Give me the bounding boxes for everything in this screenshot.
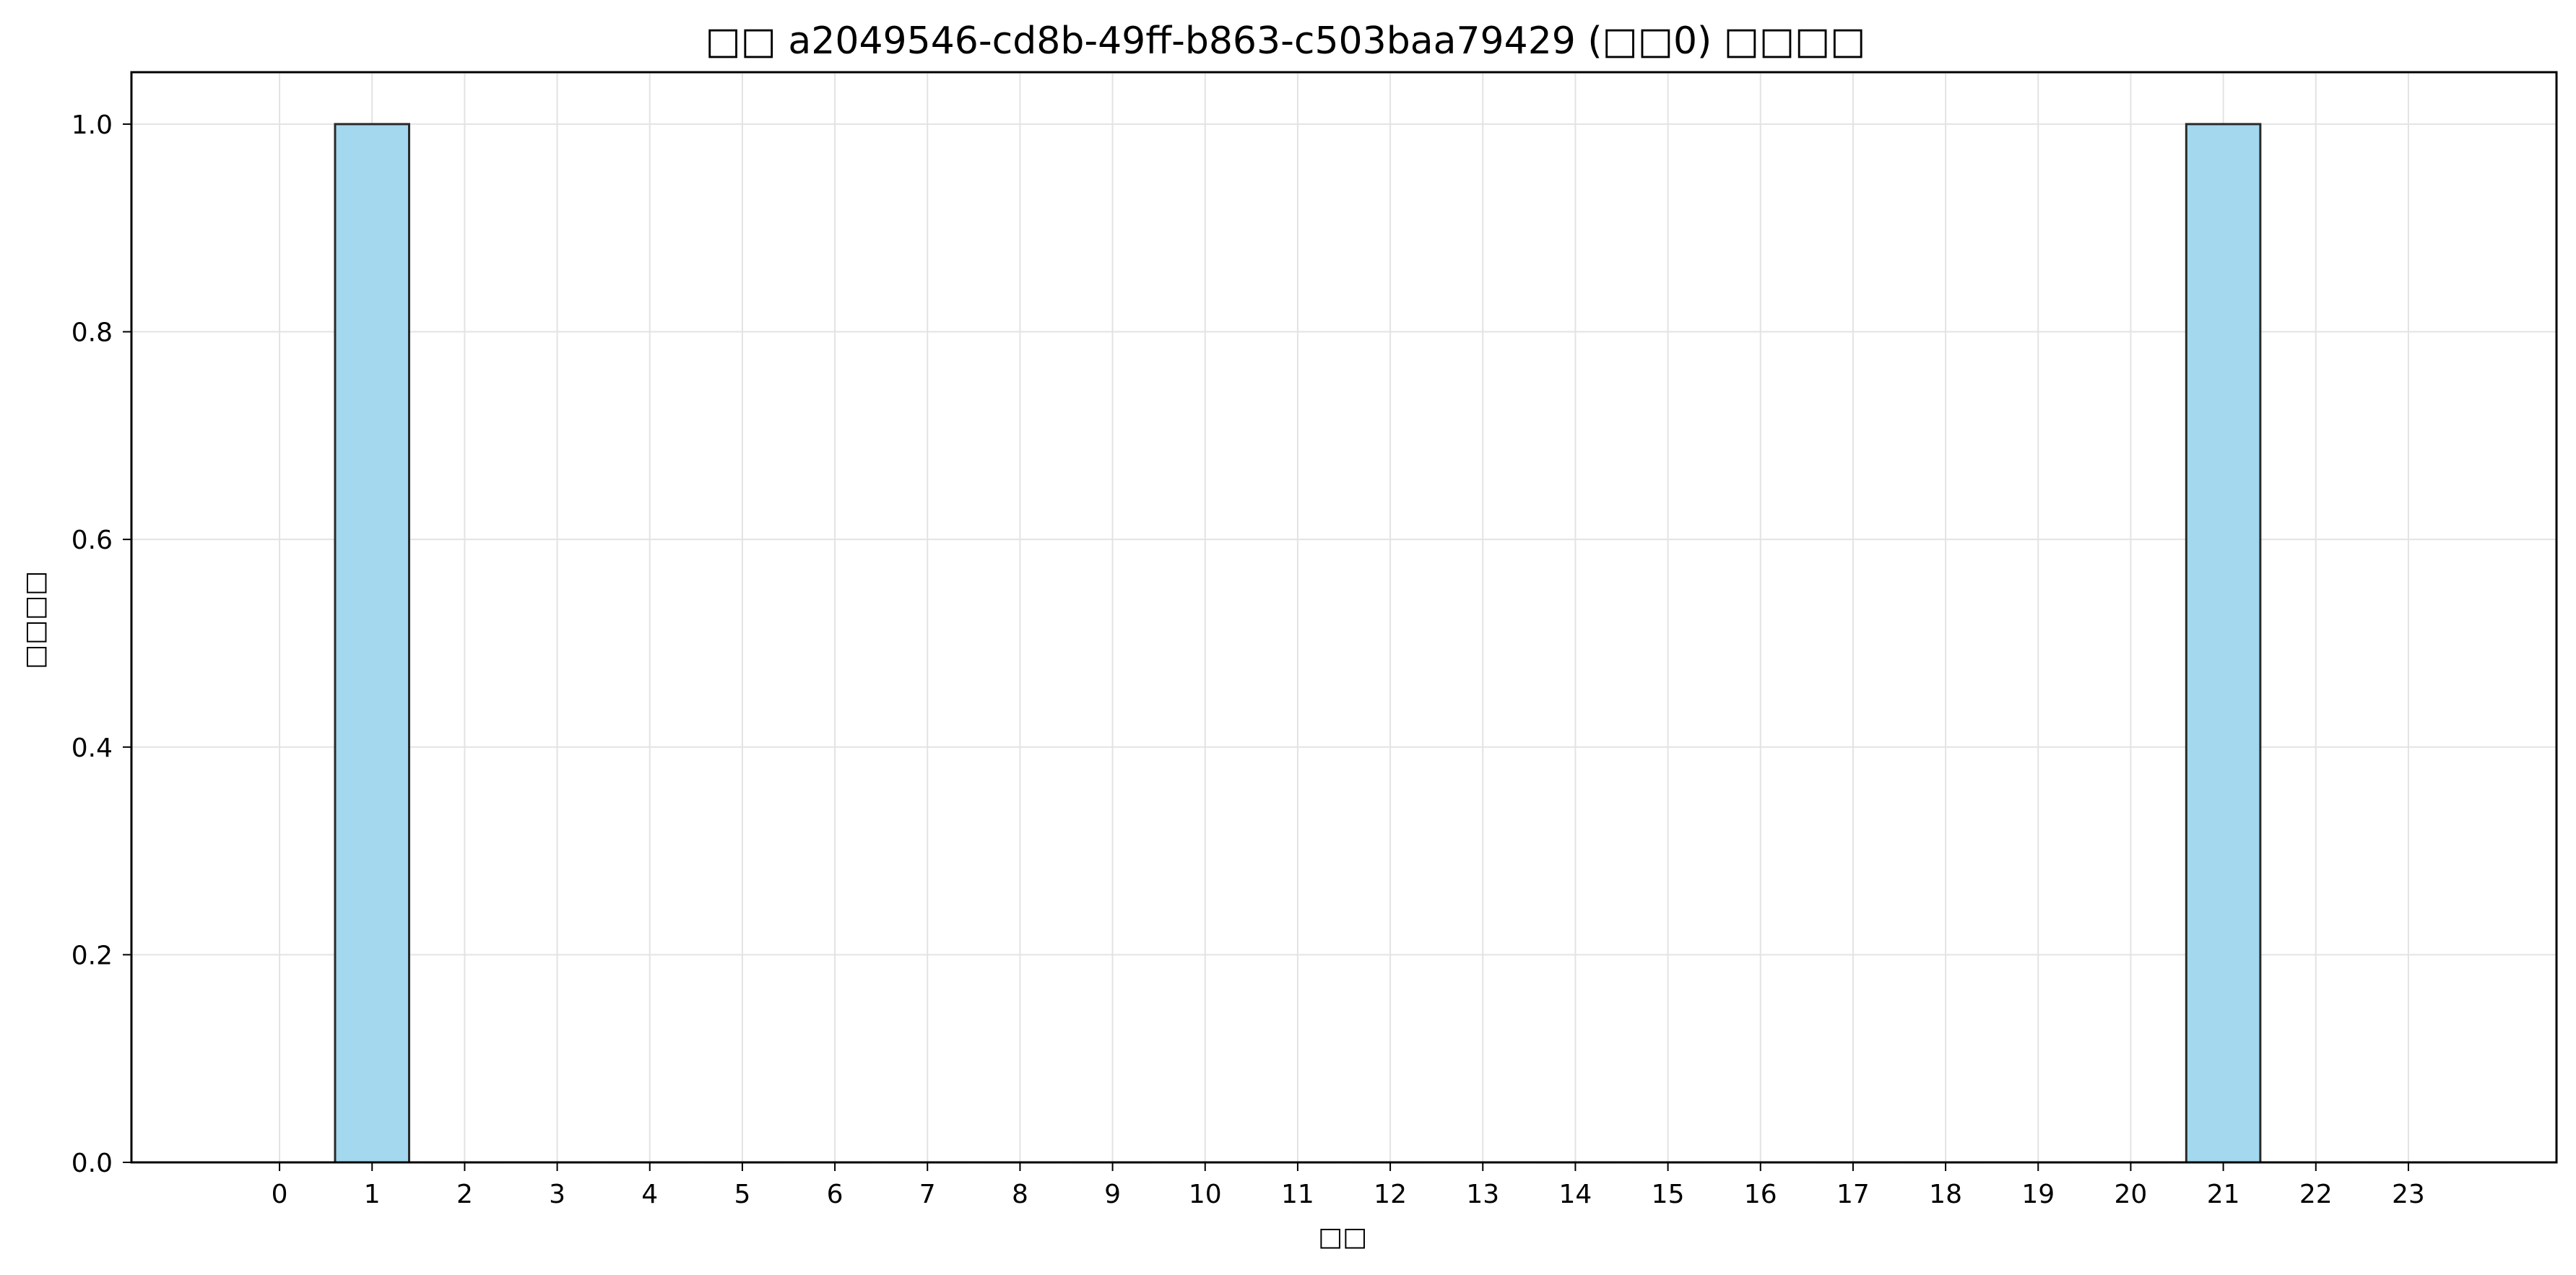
x-tick-label: 23 [2392,1180,2425,1209]
x-tick-label: 7 [919,1180,936,1209]
plot-frame [130,71,2558,1164]
x-tick-label: 22 [2299,1180,2333,1209]
x-tick-label: 21 [2207,1180,2240,1209]
y-axis-label: □□□□ [20,571,50,669]
x-tick-label: 4 [641,1180,658,1209]
chart-title: □□ a2049546-cd8b-49ff-b863-c503baa79429 … [706,19,1866,63]
x-tick-label: 2 [456,1180,473,1209]
bar-21 [2185,123,2262,1164]
x-tick-label: 20 [2115,1180,2148,1209]
bar-1 [334,123,411,1164]
x-axis-label: □□ [1318,1222,1367,1252]
x-tick-label: 18 [1929,1180,1962,1209]
x-tick-label: 15 [1652,1180,1685,1209]
x-tick-label: 1 [364,1180,381,1209]
x-tick-label: 10 [1189,1180,1222,1209]
x-tick-label: 3 [549,1180,565,1209]
x-tick-label: 0 [272,1180,288,1209]
x-tick-label: 6 [827,1180,844,1209]
y-tick-label: 1.0 [71,110,113,140]
x-tick-label: 9 [1104,1180,1121,1209]
x-tick-label: 5 [734,1180,750,1209]
y-tick-label: 0.6 [71,526,113,555]
y-tick-label: 0.8 [71,318,113,348]
x-tick-label: 8 [1012,1180,1028,1209]
x-tick-label: 11 [1281,1180,1314,1209]
x-tick-label: 12 [1374,1180,1407,1209]
y-tick-label: 0.4 [71,734,113,763]
y-tick-label: 0.2 [71,941,113,970]
x-tick-label: 13 [1466,1180,1499,1209]
ticks: 0 1 2 3 4 5 6 7 8 9 10 11 12 13 14 15 16 17 18 19 20 21 22 230.… [71,110,2425,1209]
x-tick-label: 14 [1559,1180,1592,1209]
y-tick-label: 0.0 [71,1149,113,1178]
x-tick-label: 17 [1836,1180,1870,1209]
x-tick-label: 16 [1744,1180,1777,1209]
x-tick-label: 19 [2021,1180,2055,1209]
